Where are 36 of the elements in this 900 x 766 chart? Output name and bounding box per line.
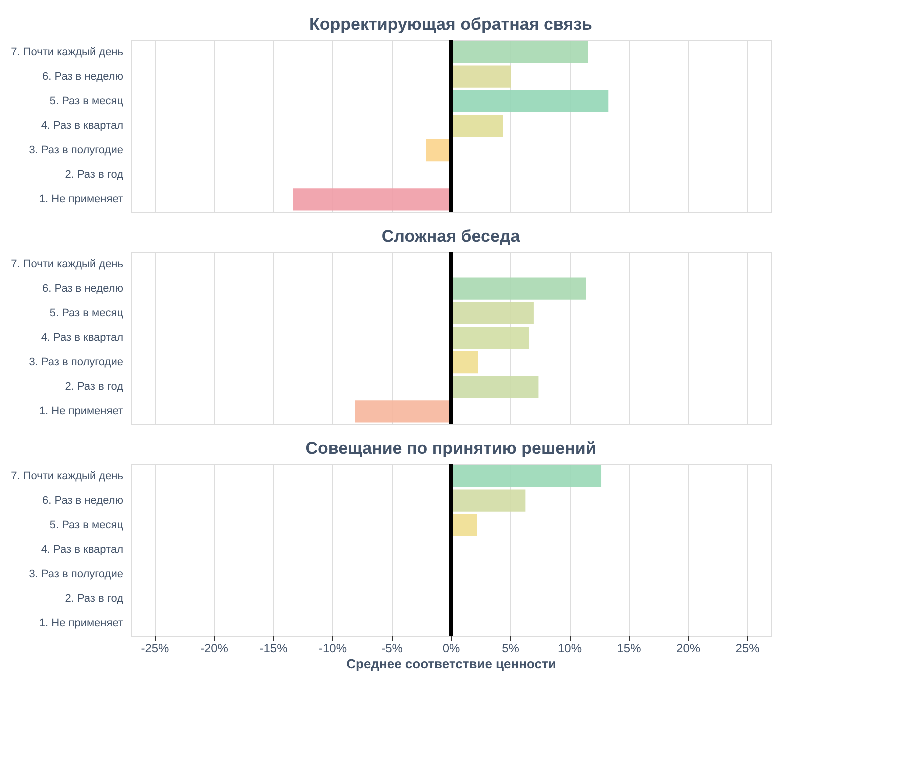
y-tick-label: 7. Почти каждый день (11, 46, 124, 58)
chart-title: Сложная беседа (382, 227, 521, 246)
y-tick-label: 1. Не применяет (39, 194, 124, 206)
y-tick-label: 5. Раз в месяц (50, 95, 124, 108)
x-tick-label: -10% (318, 642, 348, 656)
x-tick-label: 5% (502, 642, 520, 656)
x-tick-label: 10% (558, 642, 582, 656)
y-tick-label: 2. Раз в год (65, 169, 124, 182)
y-tick-label: 3. Раз в полугодие (29, 144, 124, 157)
y-tick-label: 7. Почти каждый день (11, 470, 124, 482)
chart-title: Корректирующая обратная связь (310, 15, 592, 34)
x-tick-label: -15% (260, 642, 288, 656)
x-tick-label: 15% (617, 642, 642, 656)
y-tick-label: 4. Раз в квартал (41, 120, 124, 132)
y-tick-label: 2. Раз в год (65, 593, 124, 606)
y-tick-label: 3. Раз в полугодие (29, 568, 124, 581)
x-tick-label: -25% (141, 642, 170, 656)
y-tick-label: 1. Не применяет (39, 618, 124, 630)
y-tick-label: 4. Раз в квартал (41, 332, 124, 344)
y-tick-label: 6. Раз в неделю (42, 282, 124, 295)
x-tick-label: 20% (676, 642, 701, 656)
x-tick-label: 25% (736, 642, 760, 656)
y-tick-label: 4. Раз в квартал (41, 544, 124, 556)
x-tick-label: -5% (382, 642, 404, 656)
x-tick-label: -20% (200, 642, 229, 656)
x-tick-label: 0% (442, 642, 460, 656)
y-tick-label: 7. Почти каждый день (11, 258, 124, 270)
y-tick-label: 6. Раз в неделю (42, 70, 124, 83)
y-tick-label: 1. Не применяет (39, 406, 124, 418)
y-tick-label: 3. Раз в полугодие (29, 356, 124, 369)
y-tick-label: 5. Раз в месяц (50, 307, 124, 320)
y-tick-label: 2. Раз в год (65, 381, 124, 394)
y-tick-label: 5. Раз в месяц (50, 519, 124, 532)
x-axis-title: Среднее соответствие ценности (346, 656, 556, 672)
chart-title: Совещание по принятию решений (306, 439, 596, 458)
y-tick-label: 6. Раз в неделю (42, 494, 124, 507)
